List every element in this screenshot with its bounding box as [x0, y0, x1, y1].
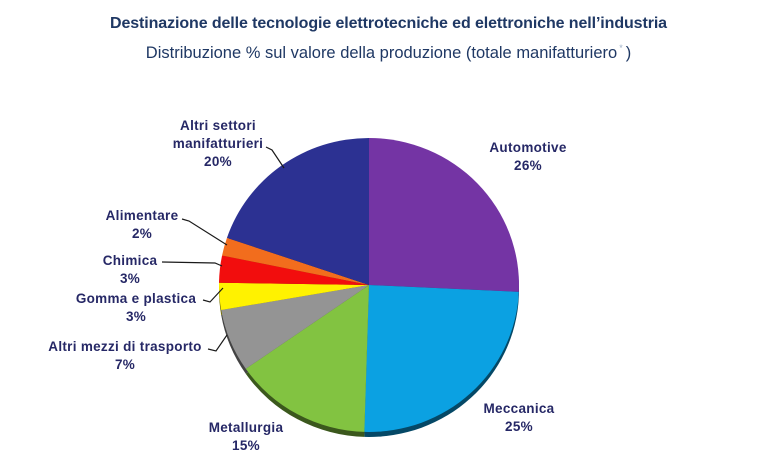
slice-label-metallurgia: Metallurgia 15% [209, 420, 284, 453]
pie-slice-chimica [219, 255, 369, 285]
pie-slice-gomma-e-plastica [219, 282, 369, 311]
slice-label-altri-mezzi-di-trasporto: Altri mezzi di trasporto 7% [48, 339, 201, 372]
chart-subtitle: Distribuzione % sul valore della produzi… [0, 43, 777, 63]
leader-line-gomma-e-plastica [202, 287, 224, 303]
pie-slice-alimentare [222, 237, 369, 285]
leader-line-alimentare [181, 218, 228, 246]
leader-line-altri-mezzi-di-trasporto [207, 334, 228, 352]
chart-subtitle-close: ) [625, 44, 632, 63]
slice-label-alimentare: Alimentare 2% [106, 208, 179, 241]
pie-slice-automotive [369, 137, 520, 292]
footnote-mark: * [619, 43, 623, 54]
pie-slice-altri-settori-manifatturieri [226, 138, 369, 285]
leader-line-chimica [161, 261, 223, 267]
chart-title: Destinazione delle tecnologie elettrotec… [110, 15, 667, 32]
slice-label-meccanica: Meccanica 25% [484, 401, 555, 434]
leader-line-altri-settori-manifatturieri [265, 146, 285, 169]
pie-slice-meccanica [364, 285, 519, 433]
chart-header: Destinazione delle tecnologie elettrotec… [0, 14, 777, 63]
pie-slice-metallurgia [245, 285, 369, 432]
pie-slice-altri-mezzi-di-trasporto [221, 285, 369, 369]
chart-subtitle-text: Distribuzione % sul valore della produzi… [145, 44, 618, 63]
slice-label-automotive: Automotive 26% [489, 140, 566, 173]
slice-label-chimica: Chimica 3% [103, 253, 158, 286]
slice-label-altri-settori-manifatturieri: Altri settori manifatturieri 20% [173, 118, 263, 169]
slice-label-gomma-e-plastica: Gomma e plastica 3% [76, 291, 197, 324]
